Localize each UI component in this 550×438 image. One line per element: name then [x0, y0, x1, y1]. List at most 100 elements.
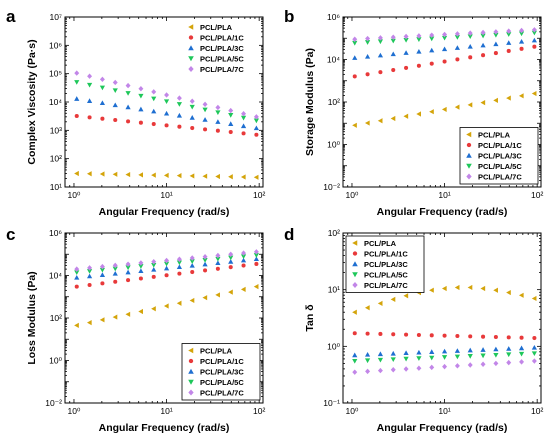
- data-point: [390, 296, 396, 302]
- legend-entry: PCL/PLA/5C: [200, 378, 244, 387]
- data-point: [506, 95, 511, 101]
- y-tick-label: 10¹: [50, 182, 62, 192]
- data-point: [151, 96, 157, 102]
- data-point: [176, 112, 183, 118]
- data-point: [480, 29, 486, 36]
- data-point: [442, 333, 447, 338]
- y-tick-label: 10⁶: [49, 40, 62, 50]
- x-tick-label: 10¹: [160, 406, 172, 416]
- data-point: [531, 30, 537, 36]
- data-point: [189, 173, 195, 179]
- legend-marker: [466, 142, 472, 148]
- data-point: [215, 292, 220, 298]
- x-tick-label: 10²: [531, 190, 543, 200]
- data-point: [125, 82, 131, 89]
- data-point: [364, 351, 371, 357]
- data-point: [253, 249, 259, 255]
- data-point: [254, 132, 259, 137]
- data-point: [125, 269, 131, 275]
- legend-marker: [188, 389, 194, 396]
- data-point: [138, 85, 144, 92]
- x-tick-label: 10²: [253, 406, 265, 416]
- plot-frame: [342, 232, 542, 404]
- y-tick-label: 10⁰: [327, 341, 340, 351]
- data-point: [518, 31, 525, 37]
- data-point: [352, 55, 358, 60]
- legend-marker: [188, 66, 194, 72]
- data-point: [442, 31, 448, 38]
- data-point: [518, 292, 524, 298]
- x-tick-label: 10¹: [160, 190, 172, 200]
- y-tick-label: 10⁰: [327, 140, 340, 150]
- data-point: [241, 263, 246, 268]
- data-point: [138, 120, 143, 125]
- data-point: [352, 331, 357, 336]
- legend-entry: PCL/PLA: [364, 239, 397, 248]
- data-point: [429, 355, 435, 361]
- y-tick-label: 10⁻¹: [323, 398, 340, 408]
- x-tick-label: 10⁰: [346, 406, 359, 416]
- data-point: [377, 39, 384, 45]
- data-point: [454, 104, 460, 110]
- data-point: [151, 262, 157, 268]
- data-point: [151, 266, 157, 272]
- legend-marker: [352, 251, 358, 256]
- data-point: [151, 306, 156, 312]
- data-point: [493, 32, 499, 38]
- legend-entry: PCL/PLA/5C: [478, 162, 522, 171]
- data-point: [125, 261, 131, 267]
- data-point: [518, 351, 525, 357]
- x-tick-label: 10¹: [438, 190, 450, 200]
- data-point: [215, 104, 221, 111]
- data-point: [202, 254, 208, 260]
- data-point: [240, 257, 247, 263]
- data-point: [390, 38, 396, 44]
- legend-marker: [188, 45, 194, 51]
- data-point: [441, 46, 448, 52]
- data-point: [151, 89, 157, 95]
- y-tick-label: 10²: [328, 97, 340, 107]
- data-point: [202, 258, 208, 263]
- data-point: [176, 173, 182, 179]
- y-tick-label: 10²: [50, 154, 62, 164]
- x-axis-title: Angular Frequency (rad/s): [99, 206, 230, 218]
- data-point: [364, 305, 370, 311]
- data-point: [99, 76, 105, 83]
- data-point: [467, 347, 473, 353]
- legend-frame: [181, 343, 261, 401]
- data-point: [254, 261, 259, 266]
- data-point: [253, 256, 259, 262]
- data-point: [493, 41, 499, 47]
- data-point: [404, 65, 409, 70]
- legend-entry: PCL/PLA/1C: [200, 357, 244, 366]
- data-point: [99, 272, 106, 277]
- data-point: [164, 123, 169, 128]
- y-axis-title: Tan δ: [304, 304, 316, 331]
- legend-entry: PCL/PLA: [200, 347, 233, 356]
- data-point: [531, 344, 537, 350]
- data-point: [519, 27, 525, 34]
- data-point: [416, 111, 421, 117]
- data-point: [377, 118, 383, 124]
- data-point: [454, 354, 461, 360]
- data-point: [228, 107, 234, 114]
- data-point: [378, 331, 383, 336]
- data-point: [441, 355, 448, 360]
- series-pcl-pla-3c: [74, 256, 259, 280]
- data-point: [403, 366, 409, 372]
- legend-marker: [466, 163, 472, 169]
- data-point: [203, 268, 208, 273]
- series-pcl-pla-1c: [74, 113, 259, 137]
- data-point: [468, 55, 473, 60]
- legend-marker: [466, 152, 472, 158]
- data-point: [532, 336, 537, 341]
- y-tick-label: 10⁴: [49, 97, 62, 107]
- x-axis-title: Angular Frequency (rad/s): [377, 206, 508, 218]
- legend-marker: [352, 272, 358, 278]
- y-tick-label: 10⁰: [49, 356, 62, 366]
- data-point: [506, 346, 512, 351]
- data-point: [112, 79, 118, 86]
- data-point: [455, 333, 460, 339]
- series-pcl-pla-7c: [74, 70, 259, 120]
- data-point: [240, 254, 247, 260]
